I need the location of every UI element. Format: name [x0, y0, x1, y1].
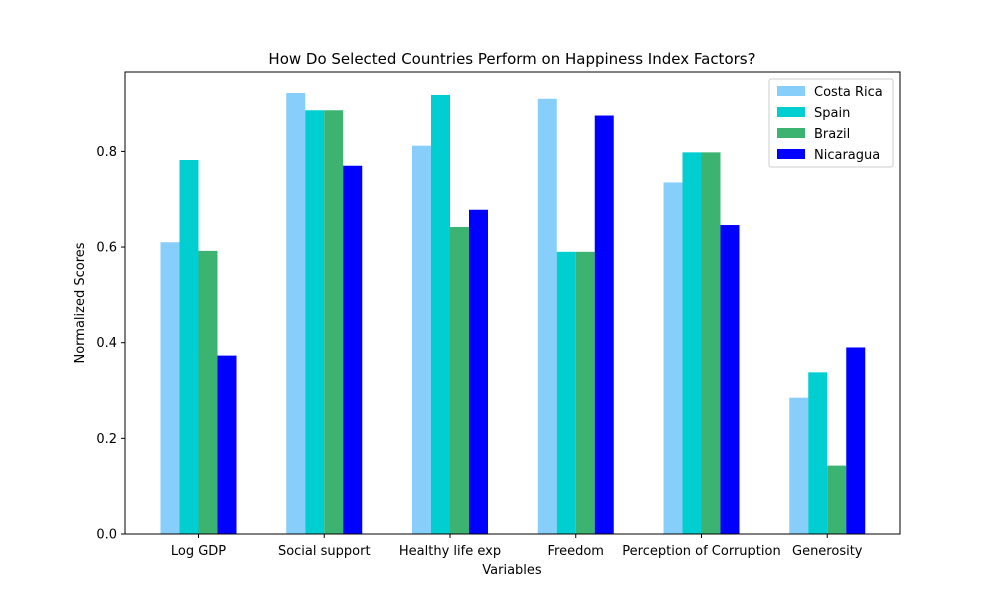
x-tick-label: Freedom: [548, 544, 604, 559]
bar-spain-4: [682, 152, 702, 534]
legend-swatch: [777, 149, 805, 159]
legend-label: Costa Rica: [814, 85, 883, 100]
bar-spain-0: [179, 160, 199, 534]
x-axis: Log GDP Social support Healthy life exp Fre…: [171, 534, 863, 559]
y-tick-label: 0.4: [96, 336, 117, 351]
bar-costa-rica-1: [286, 93, 306, 534]
x-tick-label: Generosity: [792, 544, 863, 559]
x-tick-label: Social support: [278, 544, 371, 559]
bar-spain-5: [808, 372, 828, 534]
y-axis: 0.0 0.2 0.4 0.6 0.8: [96, 145, 125, 543]
bar-nicaragua-1: [343, 165, 363, 534]
legend-label: Brazil: [814, 127, 850, 142]
y-tick-label: 0.8: [96, 145, 117, 160]
bar-brazil-4: [701, 152, 721, 534]
bar-costa-rica-3: [537, 98, 557, 535]
bar-nicaragua-2: [469, 209, 488, 534]
legend: Costa Rica Spain Brazil Nicaragua: [768, 78, 894, 168]
bars-group: [160, 93, 866, 535]
bar-spain-1: [305, 110, 325, 535]
y-axis-label: Normalized Scores: [73, 242, 88, 363]
bar-brazil-3: [575, 251, 595, 534]
bar-brazil-2: [450, 226, 469, 534]
legend-swatch: [777, 107, 805, 117]
legend-swatch: [777, 86, 805, 96]
bar-nicaragua-3: [594, 115, 614, 535]
x-tick-label: Log GDP: [171, 544, 226, 559]
bar-spain-2: [431, 94, 450, 535]
bar-spain-3: [556, 251, 576, 534]
x-tick-label: Healthy life exp: [399, 544, 501, 559]
bar-nicaragua-5: [846, 347, 866, 534]
legend-label: Spain: [814, 106, 850, 121]
bar-brazil-0: [198, 250, 218, 534]
x-tick-label: Perception of Corruption: [622, 544, 780, 559]
bar-brazil-5: [827, 465, 847, 534]
bar-nicaragua-4: [720, 225, 740, 535]
bar-brazil-1: [324, 110, 344, 535]
bar-costa-rica-4: [663, 182, 683, 534]
y-tick-label: 0.2: [96, 432, 117, 447]
bar-costa-rica-5: [789, 397, 809, 534]
legend-frame: [768, 78, 894, 168]
y-tick-label: 0.6: [96, 241, 117, 256]
plot-frame: [124, 71, 901, 535]
x-axis-label: Variables: [482, 563, 542, 578]
bar-nicaragua-0: [217, 355, 237, 534]
chart-title: How Do Selected Countries Perform on Hap…: [268, 50, 755, 68]
y-tick-label: 0.0: [96, 528, 117, 543]
legend-swatch: [777, 128, 805, 138]
legend-label: Nicaragua: [814, 148, 880, 163]
bar-costa-rica-0: [160, 242, 180, 534]
bar-costa-rica-2: [412, 145, 431, 535]
